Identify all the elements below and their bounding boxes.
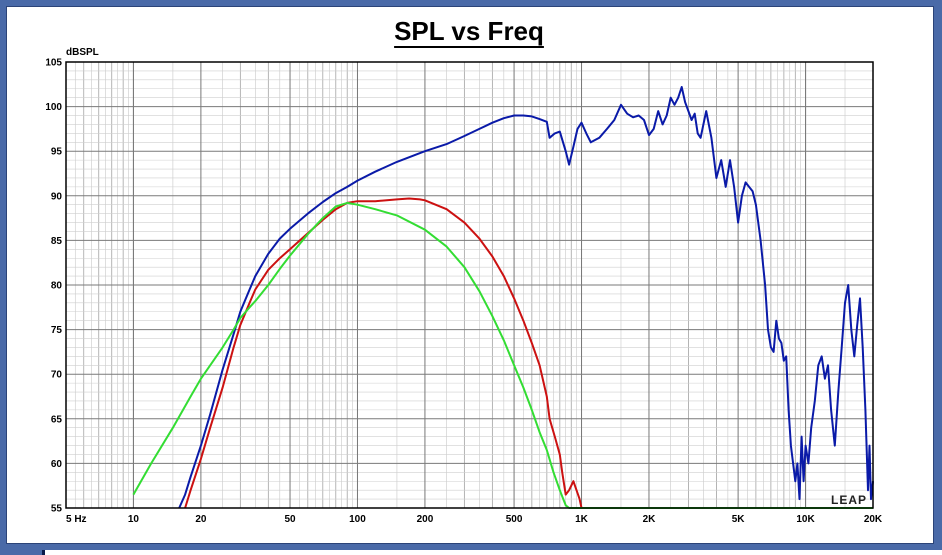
- plot-area: LEAP: [65, 61, 874, 509]
- series-line-1: [178, 86, 874, 509]
- y-tick-label: 65: [51, 414, 63, 425]
- x-tick-labels: 5 Hz 10 20 50 100 200 500 1K 2K 5K 10K 20K: [66, 514, 883, 525]
- x-tick-label: 200: [417, 514, 434, 525]
- y-tick-label: 105: [45, 58, 62, 69]
- x-tick-label: 10: [128, 514, 140, 525]
- x-tick-label: 1K: [575, 514, 589, 525]
- y-tick-label: 55: [51, 504, 63, 515]
- series-line-3: [132, 201, 873, 509]
- y-tick-label: 75: [51, 325, 63, 336]
- x-tick-label: 10K: [796, 514, 815, 525]
- bottom-status-strip: [0, 548, 942, 555]
- x-tick-label: 20: [195, 514, 207, 525]
- y-tick-label: 80: [51, 281, 63, 292]
- y-axis-label: dBSPL: [66, 47, 99, 58]
- x-tick-label: 2K: [643, 514, 657, 525]
- plot-border: [65, 61, 874, 509]
- y-tick-label: 85: [51, 236, 63, 247]
- chart-title: SPL vs Freq: [394, 16, 544, 46]
- x-tick-label: 5 Hz: [66, 514, 87, 525]
- series-line-2: [184, 197, 583, 509]
- x-tick-label: 20K: [864, 514, 883, 525]
- y-tick-label: 60: [51, 459, 63, 470]
- y-tick-label: 90: [51, 191, 63, 202]
- y-tick-labels: 105 100 95 90 85 80 75 70 65 60 55: [45, 58, 62, 515]
- series-group: [132, 86, 874, 509]
- y-tick-label: 100: [45, 102, 62, 113]
- x-tick-label: 50: [284, 514, 296, 525]
- x-tick-label: 500: [506, 514, 523, 525]
- leap-watermark: LEAP: [831, 493, 867, 507]
- x-tick-label: 5K: [732, 514, 746, 525]
- x-tick-label: 100: [349, 514, 366, 525]
- y-tick-label: 70: [51, 370, 63, 381]
- y-tick-label: 95: [51, 147, 63, 158]
